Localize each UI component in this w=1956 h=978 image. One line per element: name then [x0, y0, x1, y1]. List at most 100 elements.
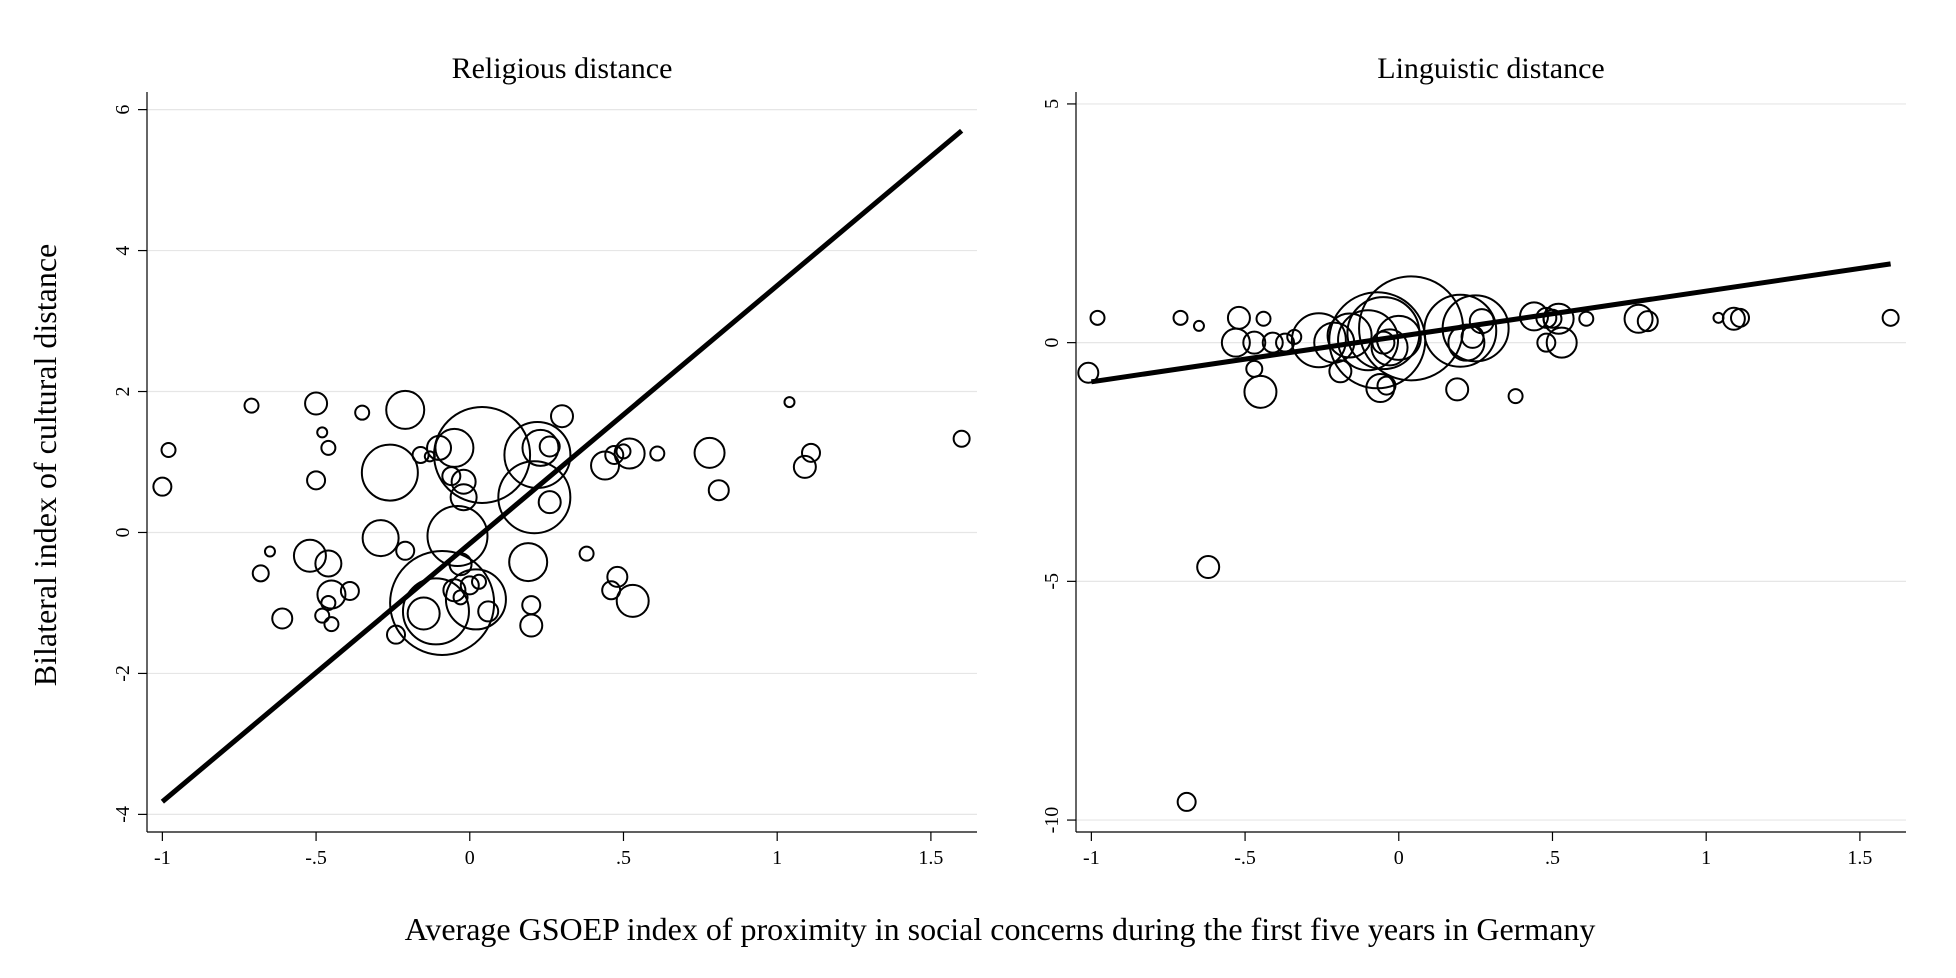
scatter-point — [354, 404, 371, 421]
scatter-point — [1376, 375, 1397, 396]
scatter-point — [401, 577, 470, 646]
scatter-point — [497, 460, 572, 535]
y-tick-label: -10 — [1041, 807, 1063, 834]
scatter-point — [263, 545, 276, 558]
y-tick-label: 4 — [112, 246, 134, 256]
fit-line — [160, 128, 964, 804]
scatter-point — [801, 442, 821, 463]
scatter-point — [693, 436, 726, 469]
scatter-point — [1326, 312, 1373, 359]
y-tick-label: 2 — [112, 387, 134, 397]
scatter-point — [519, 613, 544, 638]
scatter-point — [426, 505, 489, 567]
y-tick-label: -5 — [1041, 573, 1063, 590]
scatter-point — [1623, 303, 1654, 334]
scatter-point — [433, 405, 532, 504]
x-tick-label: -.5 — [305, 847, 327, 869]
shared-x-axis-label: Average GSOEP index of proximity in soci… — [405, 911, 1596, 947]
scatter-point — [320, 439, 337, 456]
x-tick-label: -1 — [1083, 847, 1100, 869]
scatter-point — [1077, 361, 1100, 384]
scatter-point — [1337, 309, 1400, 372]
scatter-point — [1243, 374, 1278, 409]
scatter-point — [1196, 555, 1221, 580]
scatter-point — [952, 429, 971, 448]
x-tick-label: 0 — [465, 847, 475, 869]
scatter-point — [538, 435, 561, 458]
scatter-point — [292, 538, 327, 573]
scatter-point — [449, 483, 478, 512]
scatter-point — [471, 573, 487, 590]
shared-y-axis-label: Bilateral index of cultural distance — [27, 244, 63, 687]
scatter-point — [613, 437, 646, 470]
scatter-point — [320, 594, 337, 611]
scatter-point — [1089, 309, 1106, 326]
scatter-point — [537, 490, 562, 515]
scatter-point — [1881, 308, 1900, 327]
x-tick-label: 1.5 — [1847, 847, 1872, 869]
y-tick-label: 0 — [112, 527, 134, 537]
panel-linguistic-distance: -10 -5 0 5 -1 -.5 0 .5 1 1.5 Linguistic distance — [1041, 52, 1906, 869]
y-tick-label: -2 — [112, 665, 134, 682]
scatter-point — [707, 479, 730, 502]
x-tick-label: 1 — [772, 847, 782, 869]
y-tick-label: -4 — [112, 806, 134, 823]
scatter-point — [450, 468, 477, 495]
scatter-point — [1172, 309, 1189, 326]
scatter-point — [1721, 306, 1746, 331]
y-tick-label: 5 — [1041, 99, 1063, 109]
scatter-point — [360, 443, 419, 502]
scatter-point — [152, 476, 173, 497]
scatter-point — [243, 397, 260, 414]
scatter-point — [1578, 310, 1595, 327]
scatter-point — [251, 564, 270, 583]
scatter-point — [1220, 327, 1251, 358]
y-tick-label: 6 — [112, 105, 134, 115]
scatter-point — [615, 583, 650, 618]
scatter-point — [452, 589, 469, 606]
scatter-point — [578, 545, 595, 562]
scatter-point — [1328, 359, 1353, 384]
scatter-point — [783, 396, 796, 409]
panel-title: Religious distance — [452, 52, 673, 85]
scatter-point — [323, 616, 340, 633]
scatter-point — [1507, 388, 1524, 405]
scatter-point — [1245, 359, 1264, 378]
scatter-point — [606, 565, 629, 588]
scatter-point — [339, 580, 360, 601]
scatter-point — [314, 549, 343, 578]
scatter-point — [1226, 305, 1251, 330]
fit-line — [1091, 261, 1891, 385]
scatter-point — [1370, 328, 1409, 367]
scatter-point — [271, 607, 294, 630]
scatter-point — [477, 600, 500, 623]
scatter-point — [1545, 326, 1578, 359]
scatter-point — [395, 540, 416, 561]
x-tick-label: -1 — [154, 847, 171, 869]
panel-title: Linguistic distance — [1377, 52, 1604, 85]
scatter-point — [385, 389, 426, 430]
scatter-point — [1290, 312, 1347, 369]
scatter-point — [426, 434, 453, 461]
scatter-point — [306, 470, 327, 491]
scatter-point — [1176, 791, 1197, 812]
scatter-point — [615, 443, 632, 460]
scatter-point — [304, 391, 329, 416]
x-tick-label: .5 — [1545, 847, 1560, 869]
scatter-point — [1536, 332, 1557, 353]
scatter-point — [1242, 330, 1267, 355]
scatter-point — [521, 595, 542, 616]
scatter-point — [314, 607, 331, 624]
x-tick-label: 0 — [1394, 847, 1404, 869]
scatter-point — [550, 404, 574, 429]
x-tick-label: 1 — [1701, 847, 1711, 869]
scatter-point — [649, 445, 666, 462]
scatter-point — [459, 575, 480, 596]
scatter-point — [503, 420, 572, 489]
x-tick-label: -.5 — [1234, 847, 1256, 869]
panel-religious-distance: -4 -2 0 2 4 6 -1 -.5 0 .5 1 1.5 Religious distance — [112, 52, 977, 869]
scatter-point — [160, 442, 177, 459]
scatter-point — [1445, 377, 1470, 402]
y-tick-label: 0 — [1041, 338, 1063, 348]
